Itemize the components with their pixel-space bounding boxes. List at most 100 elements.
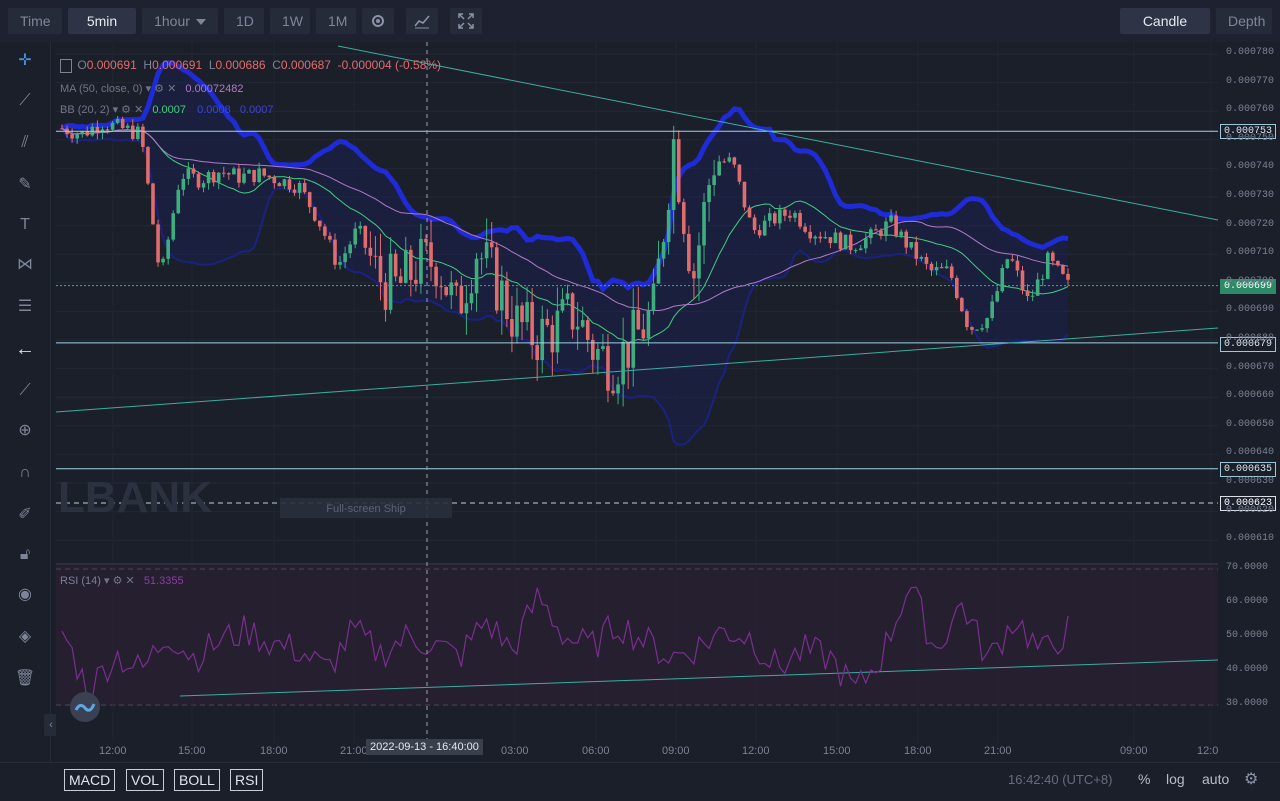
logo-icon bbox=[74, 703, 96, 712]
interval-1m-button[interactable]: 1M bbox=[316, 8, 356, 34]
time-button[interactable]: Time bbox=[8, 8, 62, 34]
y-tick-label: 0.000640 bbox=[1226, 447, 1275, 459]
collapse-icon[interactable] bbox=[60, 58, 72, 73]
y-tick-label: 0.000700 bbox=[1226, 275, 1275, 287]
interval-5min-dropdown[interactable]: 5min bbox=[68, 8, 136, 52]
y-tick-label: 0.000720 bbox=[1226, 218, 1275, 230]
collapse-toolbar-icon[interactable]: ‹ bbox=[44, 714, 58, 736]
measure-icon[interactable]: ⟋ bbox=[19, 382, 31, 399]
log-scale-toggle[interactable]: log bbox=[1166, 771, 1185, 787]
rsi-value: 51.3355 bbox=[143, 575, 184, 587]
candle-body bbox=[742, 181, 747, 208]
crosshair-time-label: 2022-09-13 - 16:40:00 bbox=[366, 739, 483, 755]
bb-lower-value: 0.0007 bbox=[239, 104, 274, 116]
resistance-trendline bbox=[337, 45, 1218, 221]
current-price-tag: 0.000699 bbox=[1220, 279, 1277, 294]
pen-icon[interactable]: ✎ bbox=[18, 176, 32, 193]
interval-1d-button[interactable]: 1D bbox=[224, 8, 264, 34]
candle-body bbox=[489, 242, 494, 248]
candle-body bbox=[1020, 270, 1025, 291]
trendline-icon[interactable]: ⟋ bbox=[19, 92, 31, 109]
candle-body bbox=[762, 220, 767, 236]
auto-scale-toggle[interactable]: auto bbox=[1202, 771, 1230, 787]
price-axis[interactable]: 0.000753 0.000699 0.000679 0.000635 0.00… bbox=[1218, 42, 1280, 742]
candle-body bbox=[323, 226, 327, 236]
lock-icon[interactable]: 🔓︎ bbox=[19, 546, 31, 563]
rsi-button[interactable]: RSI bbox=[230, 769, 264, 791]
eye-icon[interactable]: ◉ bbox=[18, 586, 32, 603]
candle-body bbox=[429, 242, 433, 267]
rsi-tick-label: 60.0000 bbox=[1226, 596, 1269, 607]
candle-body bbox=[717, 161, 721, 176]
x-tick-label: 09:00 bbox=[662, 745, 690, 757]
candle-body bbox=[909, 242, 914, 248]
candle-body bbox=[444, 286, 449, 296]
candle-body bbox=[671, 139, 676, 210]
price-chart[interactable]: LBANK Full-screen Ship bbox=[56, 42, 1218, 762]
candle-body bbox=[186, 168, 191, 179]
crosshair-icon[interactable]: ✛ bbox=[18, 52, 32, 69]
indicators-button[interactable] bbox=[406, 8, 438, 34]
candle-line-toggle[interactable]: Candle line bbox=[1120, 8, 1210, 55]
macd-button[interactable]: MACD bbox=[64, 769, 116, 791]
gear-icon[interactable]: ⚙ bbox=[1244, 771, 1259, 788]
y-tick-label: 0.000650 bbox=[1226, 418, 1275, 430]
y-tick-label: 0.000710 bbox=[1226, 247, 1275, 259]
candle-body bbox=[479, 258, 484, 260]
horizontal-levels bbox=[56, 130, 1218, 504]
bb-upper bbox=[60, 59, 1069, 293]
candle-body bbox=[585, 320, 590, 340]
magnet-icon[interactable]: ∩ bbox=[19, 464, 31, 481]
candle-body bbox=[858, 248, 863, 251]
boll-button[interactable]: BOLL bbox=[174, 769, 220, 791]
candle-body bbox=[808, 231, 812, 239]
high-value: 0.000691 bbox=[152, 58, 203, 72]
parallel-lines-icon[interactable]: ⫽ bbox=[21, 134, 29, 151]
candle-body bbox=[641, 329, 646, 339]
text-icon[interactable]: T bbox=[20, 216, 30, 233]
candle-body bbox=[575, 326, 580, 330]
zoom-in-icon[interactable]: ⊕ bbox=[18, 422, 32, 439]
interval-1hour-dropdown[interactable]: 1hour bbox=[142, 8, 218, 34]
layers-icon[interactable]: ◈ bbox=[18, 628, 32, 645]
candle-body bbox=[813, 236, 818, 239]
candle-body bbox=[737, 164, 742, 182]
y-tick-label: 0.000670 bbox=[1226, 361, 1275, 373]
ma-legend: MA (50, close, 0) ▾ ⚙ ✕ 0.00072482 bbox=[60, 83, 244, 95]
candle-body bbox=[333, 239, 337, 265]
candle-body bbox=[257, 168, 261, 183]
candle-body bbox=[803, 226, 807, 232]
candle-body bbox=[201, 183, 206, 188]
candle-body bbox=[80, 131, 85, 135]
candle-body bbox=[747, 207, 752, 218]
candle-body bbox=[110, 122, 115, 130]
x-tick-label: 12:00 bbox=[742, 745, 770, 757]
vol-button[interactable]: VOL bbox=[126, 769, 165, 791]
candle-body bbox=[95, 126, 100, 133]
rsi-tick-label: 30.0000 bbox=[1226, 698, 1269, 709]
arrow-left-icon[interactable]: ← bbox=[15, 338, 35, 360]
candle-body bbox=[1035, 279, 1040, 296]
candle-body bbox=[216, 172, 221, 183]
depth-toggle[interactable]: Depth bbox=[1216, 8, 1272, 34]
percent-scale-toggle[interactable]: % bbox=[1138, 771, 1151, 787]
candle-body bbox=[1015, 260, 1020, 271]
candle-body bbox=[378, 255, 383, 283]
interval-1w-button[interactable]: 1W bbox=[270, 8, 310, 34]
candle-body bbox=[1040, 278, 1045, 280]
candle-body bbox=[727, 157, 732, 162]
y-tick-label: 0.000780 bbox=[1226, 47, 1275, 58]
candle-body bbox=[990, 301, 994, 319]
fullscreen-button[interactable] bbox=[450, 8, 482, 34]
candle-body bbox=[975, 329, 979, 331]
pencil-lock-icon[interactable]: ✐ bbox=[18, 506, 32, 523]
candle-body bbox=[818, 236, 823, 239]
x-tick-label: 09:00 bbox=[1120, 745, 1148, 757]
fibonacci-icon[interactable]: ☰ bbox=[17, 298, 33, 315]
settings-button[interactable] bbox=[362, 8, 394, 34]
x-tick-label: 18:00 bbox=[260, 745, 288, 757]
candle-body bbox=[980, 328, 984, 330]
pattern-icon[interactable]: ⋈ bbox=[17, 256, 33, 273]
trash-icon[interactable]: 🗑︎ bbox=[14, 670, 36, 687]
candle-body bbox=[681, 202, 686, 234]
